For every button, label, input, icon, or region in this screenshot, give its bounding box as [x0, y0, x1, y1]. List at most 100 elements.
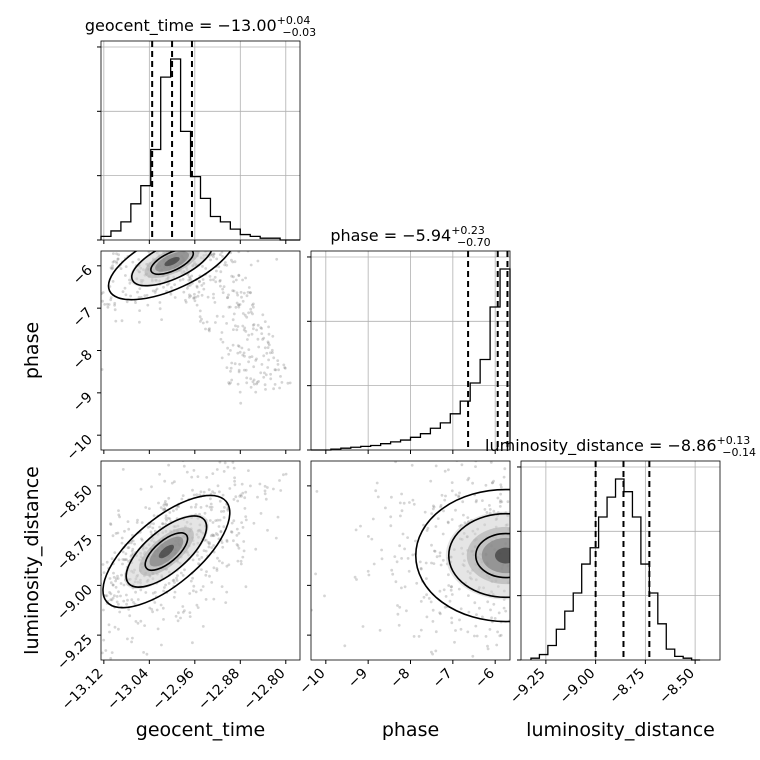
sample-point: [269, 214, 272, 217]
contours-geocent_time-luminosity_distance: [102, 494, 231, 609]
sample-point: [82, 510, 85, 513]
sample-point: [473, 634, 476, 638]
sample-point: [481, 664, 484, 667]
sample-point: [121, 558, 125, 561]
sample-point: [663, 566, 666, 569]
sample-point: [540, 498, 543, 501]
sample-point: [449, 585, 453, 589]
sample-point: [564, 541, 567, 544]
sample-point: [249, 385, 253, 389]
sample-point: [132, 601, 135, 604]
sample-point: [164, 516, 168, 520]
sample-point: [323, 594, 326, 598]
sample-point: [262, 336, 266, 340]
sample-point: [205, 476, 209, 479]
sample-point: [220, 331, 224, 334]
sample-point: [214, 519, 218, 522]
sample-point: [165, 518, 169, 522]
histogram-luminosity_distance: [530, 478, 701, 661]
sample-point: [232, 466, 236, 470]
histogram-layer: [100, 41, 701, 661]
sample-point: [223, 263, 227, 267]
sample-point: [166, 283, 169, 287]
sample-point: [395, 560, 399, 564]
sample-point: [167, 223, 170, 226]
sample-point: [512, 474, 515, 477]
sample-point: [234, 324, 237, 328]
sample-point: [243, 313, 247, 317]
sample-point: [126, 598, 129, 602]
sample-point: [197, 290, 201, 294]
sample-point: [398, 544, 401, 548]
sample-point: [221, 291, 225, 294]
sample-point: [215, 314, 219, 318]
sample-point: [191, 576, 195, 580]
contour-line: [150, 251, 195, 276]
sample-point: [204, 598, 208, 601]
sample-point: [237, 303, 241, 307]
sample-point: [517, 580, 520, 583]
sample-point: [553, 570, 556, 573]
sample-point: [112, 575, 116, 579]
contour-layer: [102, 251, 510, 623]
sample-point: [181, 605, 185, 608]
sample-point: [225, 538, 229, 542]
sample-point: [600, 605, 603, 608]
sample-point: [226, 346, 230, 350]
sample-point: [439, 504, 443, 507]
sample-point: [101, 582, 102, 585]
sample-point: [389, 524, 393, 528]
sample-point: [412, 502, 416, 506]
sample-point: [221, 315, 225, 318]
x-tick-label: −6: [472, 665, 498, 691]
sample-point: [96, 551, 99, 554]
sample-point: [223, 198, 226, 201]
sample-point: [269, 351, 272, 355]
sample-point: [396, 612, 400, 616]
sample-point: [236, 559, 240, 563]
x-tick-label: −9.00: [557, 666, 599, 708]
x-tick-label: −7: [430, 666, 456, 692]
sample-point: [493, 617, 497, 620]
sample-point: [210, 432, 213, 435]
sample-point: [390, 495, 393, 499]
sample-point: [189, 505, 193, 509]
sample-point: [592, 622, 595, 625]
sample-point: [235, 543, 239, 546]
sample-point: [601, 480, 604, 483]
sample-point: [492, 509, 496, 513]
sample-point: [512, 653, 515, 656]
sample-point: [481, 615, 484, 619]
sample-point: [433, 549, 436, 553]
sample-point: [111, 260, 115, 264]
sample-point: [537, 615, 540, 618]
sample-point: [93, 579, 96, 582]
sample-point: [219, 529, 223, 533]
sample-point: [190, 274, 194, 278]
sample-point: [188, 275, 191, 279]
sample-point: [149, 245, 152, 248]
sample-point: [302, 234, 305, 237]
sample-point: [589, 584, 592, 587]
title-main: phase = −5.94: [330, 226, 451, 245]
sample-point: [77, 251, 80, 254]
sample-point: [523, 550, 526, 553]
sample-point: [620, 519, 623, 522]
sample-point: [429, 479, 433, 483]
sample-point: [232, 280, 236, 284]
sample-point: [154, 248, 157, 251]
sample-point: [372, 562, 376, 566]
sample-point: [168, 511, 172, 514]
sample-point: [127, 546, 131, 549]
sample-point: [110, 598, 114, 602]
sample-point: [158, 307, 162, 311]
sample-point: [516, 601, 519, 604]
sample-point: [133, 542, 137, 546]
sample-point: [111, 264, 114, 268]
sample-point: [205, 320, 209, 324]
sample-point: [90, 280, 93, 283]
sample-point: [245, 193, 248, 196]
sample-point: [367, 535, 370, 538]
sample-point: [529, 479, 532, 482]
sample-point: [198, 279, 201, 283]
